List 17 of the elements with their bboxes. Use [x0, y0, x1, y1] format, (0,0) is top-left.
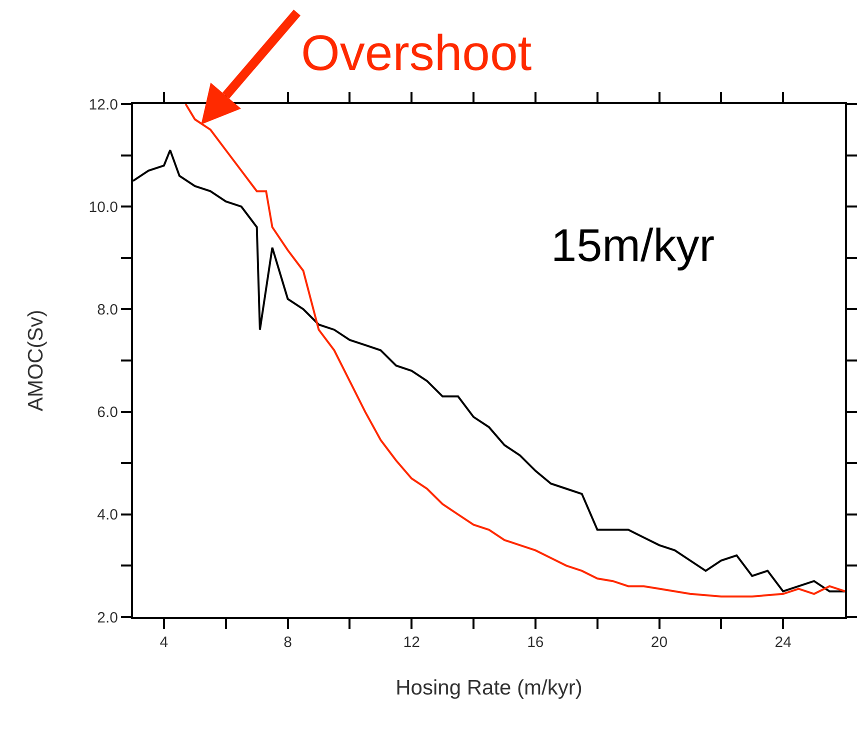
y-tick-label: 8.0	[97, 301, 118, 318]
x-tick-label: 24	[774, 634, 792, 651]
x-tick-label: 12	[403, 634, 420, 651]
x-tick-label: 4	[160, 634, 168, 651]
annotation: 15m/kyr	[551, 219, 715, 271]
y-tick-label: 12.0	[88, 96, 118, 114]
y-tick-label: 4.0	[97, 506, 118, 524]
x-axis-title: Hosing Rate (m/kyr)	[396, 676, 582, 700]
x-tick-label: 20	[650, 634, 668, 651]
y-tick-label: 10.0	[88, 198, 118, 216]
y-tick-label: 2.0	[97, 609, 118, 626]
annotation: Overshoot	[301, 25, 532, 81]
y-axis-title: AMOC(Sv)	[24, 310, 48, 412]
line-series	[184, 104, 845, 598]
x-tick-label: 16	[527, 634, 544, 651]
x-tick-label: 8	[284, 634, 292, 651]
y-tick-label: 6.0	[97, 404, 118, 422]
